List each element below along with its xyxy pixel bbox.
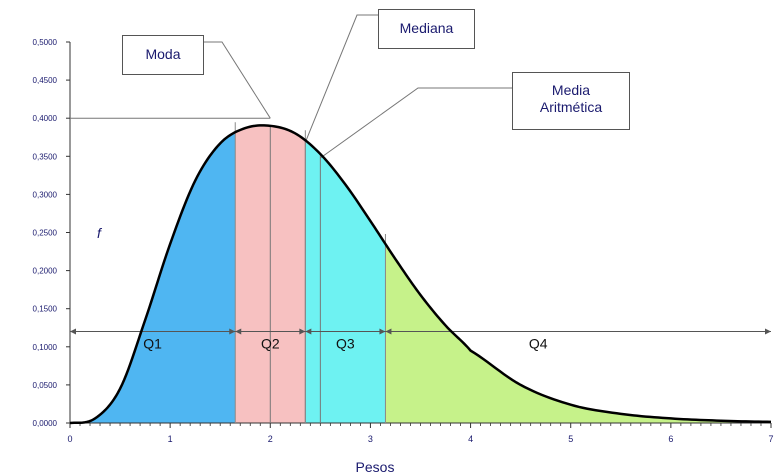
x-tick-label: 0 [67, 434, 72, 444]
quartile-fill-q3 [305, 140, 386, 423]
arrowhead-right [299, 328, 306, 335]
arrowhead-right [765, 328, 771, 335]
arrowhead-left [305, 328, 312, 335]
mediana-leader [304, 14, 378, 143]
y-axis-label: f [97, 225, 103, 241]
callout-media-line2: Aritmética [539, 99, 603, 115]
y-tick-label: 0,1500 [33, 305, 58, 314]
y-tick-label: 0,4000 [33, 114, 58, 123]
marker-lines [70, 14, 771, 423]
y-tick-label: 0,2500 [33, 229, 58, 238]
y-tick-label: 0,4500 [33, 76, 58, 85]
x-tick-label: 7 [768, 434, 773, 444]
arrowhead-right [379, 328, 386, 335]
x-axis-label: Pesos [356, 459, 395, 475]
y-tick-label: 0,1000 [33, 343, 58, 352]
callout-moda-text: Moda [145, 46, 181, 62]
x-tick-label: 5 [568, 434, 573, 444]
arrowhead-left [235, 328, 242, 335]
x-tick-label: 3 [368, 434, 373, 444]
moda-leader [204, 41, 271, 119]
y-tick-label: 0,3500 [33, 152, 58, 161]
y-tick-label: 0,3000 [33, 190, 58, 199]
x-tick-label: 6 [668, 434, 673, 444]
arrowhead-left [385, 328, 392, 335]
quartile-fills [70, 125, 771, 424]
quartile-label-q4: Q4 [529, 336, 548, 352]
x-tick-label: 4 [468, 434, 473, 444]
callout-mediana-text: Mediana [399, 20, 454, 36]
quartile-label-q2: Q2 [261, 336, 280, 352]
callout-moda: Moda [122, 35, 204, 75]
x-tick-label: 2 [268, 434, 273, 444]
quartile-fill-q4 [385, 244, 771, 423]
x-tick-label: 1 [168, 434, 173, 444]
y-tick-label: 0,2000 [33, 267, 58, 276]
callout-media-line1: Media [551, 82, 591, 98]
callout-media: Media Aritmética [512, 72, 630, 130]
quartile-label-q3: Q3 [336, 336, 355, 352]
quartile-fill-q1 [70, 132, 236, 424]
y-tick-label: 0,0000 [33, 419, 58, 428]
arrowhead-left [70, 328, 76, 335]
arrowhead-right [229, 328, 236, 335]
labels-group: Q1 Q2 Q3 Q4 [143, 336, 547, 352]
quartile-label-q1: Q1 [143, 336, 162, 352]
axes-group: 0,0000 0,0500 0,1000 0,1500 0,2000 0,2500 0,30… [33, 38, 774, 444]
callout-mediana: Mediana [378, 9, 475, 49]
media-leader [320, 87, 512, 159]
y-tick-label: 0,0500 [33, 381, 58, 390]
density-curve [69, 124, 772, 425]
y-tick-label: 0,5000 [33, 38, 58, 47]
